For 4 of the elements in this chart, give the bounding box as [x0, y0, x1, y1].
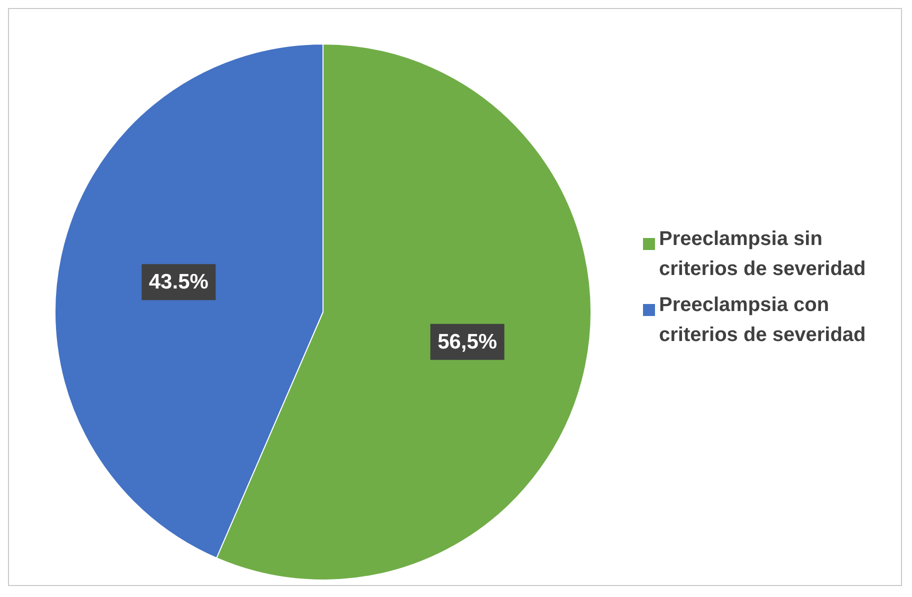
data-label: 56,5%	[438, 330, 498, 354]
data-label: 43.5%	[148, 270, 209, 294]
legend-label: Preeclampsia con criterios de severidad	[659, 293, 867, 348]
legend-label: Preeclampsia sin criterios de severidad	[659, 227, 867, 282]
